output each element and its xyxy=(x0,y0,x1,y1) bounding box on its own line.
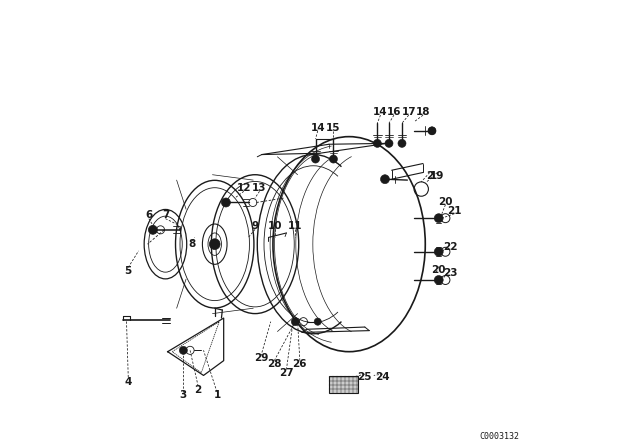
Text: 7: 7 xyxy=(162,210,169,220)
Text: 24: 24 xyxy=(376,372,390,382)
Text: 1: 1 xyxy=(213,390,221,400)
Text: 23: 23 xyxy=(443,268,457,278)
Text: 2: 2 xyxy=(195,385,202,395)
Text: 18: 18 xyxy=(416,107,430,117)
Circle shape xyxy=(435,214,444,223)
Circle shape xyxy=(428,127,436,135)
Text: 22: 22 xyxy=(443,242,457,252)
Circle shape xyxy=(380,175,390,184)
Circle shape xyxy=(435,247,444,256)
Circle shape xyxy=(312,155,319,163)
Circle shape xyxy=(291,318,300,326)
Circle shape xyxy=(398,139,406,147)
Text: C0003132: C0003132 xyxy=(479,432,520,441)
Text: 17: 17 xyxy=(401,107,416,117)
Text: 4: 4 xyxy=(125,377,132,387)
Circle shape xyxy=(385,139,393,147)
Circle shape xyxy=(314,318,321,325)
Text: 9: 9 xyxy=(252,221,259,231)
Circle shape xyxy=(435,276,444,284)
Text: 2: 2 xyxy=(426,171,433,181)
Text: 3: 3 xyxy=(180,390,187,400)
Text: 29: 29 xyxy=(253,353,268,363)
Text: 11: 11 xyxy=(288,221,303,231)
Circle shape xyxy=(330,155,337,163)
Circle shape xyxy=(179,346,188,354)
Text: 12: 12 xyxy=(237,183,251,193)
Circle shape xyxy=(209,239,220,250)
Text: 6: 6 xyxy=(145,210,152,220)
Text: 26: 26 xyxy=(292,359,307,369)
Circle shape xyxy=(221,198,230,207)
Text: 14: 14 xyxy=(310,123,325,133)
Text: 20: 20 xyxy=(431,265,446,275)
Text: 5: 5 xyxy=(125,266,132,276)
Circle shape xyxy=(373,139,381,147)
Text: 8: 8 xyxy=(189,239,196,249)
Text: 13: 13 xyxy=(252,183,267,193)
Text: 10: 10 xyxy=(268,221,282,231)
Text: 20: 20 xyxy=(438,197,452,207)
Text: 14: 14 xyxy=(373,107,388,117)
Text: 19: 19 xyxy=(430,171,445,181)
Text: 16: 16 xyxy=(387,107,401,117)
Text: 25: 25 xyxy=(358,372,372,382)
Text: 15: 15 xyxy=(326,123,340,133)
Text: 28: 28 xyxy=(267,359,282,369)
Circle shape xyxy=(148,225,157,234)
FancyBboxPatch shape xyxy=(329,376,358,393)
Text: 21: 21 xyxy=(447,206,461,215)
Text: 27: 27 xyxy=(279,368,294,378)
